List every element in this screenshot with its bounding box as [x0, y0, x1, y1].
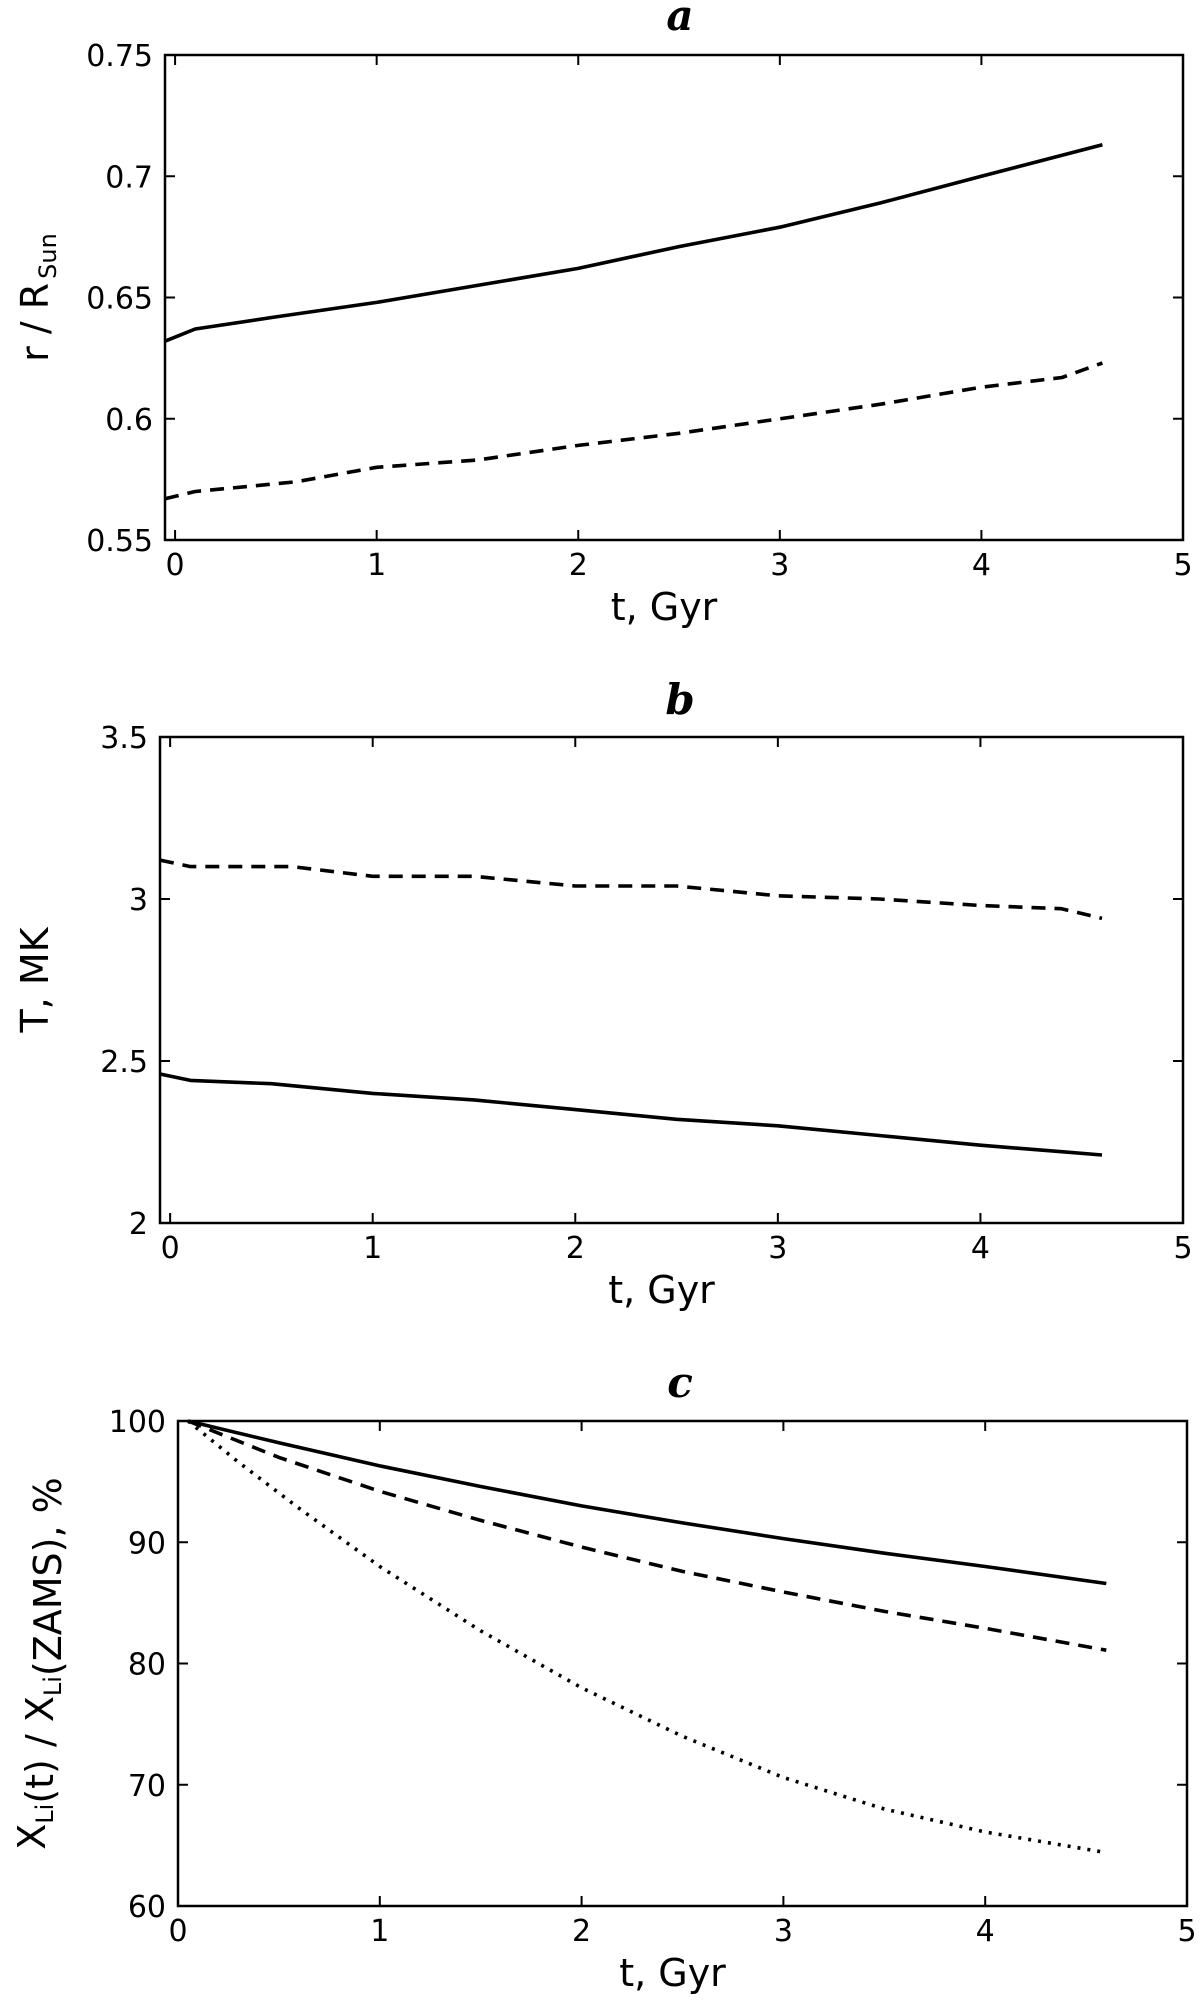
- y-tick-label: 0.55: [86, 524, 153, 559]
- x-tick-label: 1: [367, 548, 386, 583]
- x-tick-label: 0: [168, 1914, 187, 1949]
- y-tick-label: 90: [128, 1526, 166, 1561]
- panel-c: c 0 1 2 3 4 5 60 70 80 90 100 t, Gyr XLi(t) / XLi(ZAM…: [10, 1358, 1197, 1995]
- series-dotted-line: [186, 1419, 1107, 1855]
- series-dashed-line: [164, 361, 1104, 501]
- y-tick-label: 3.5: [100, 721, 148, 756]
- x-tick-label: 0: [161, 1231, 180, 1266]
- x-tick-label: 4: [971, 1231, 990, 1266]
- x-tick-label: 4: [972, 548, 991, 583]
- y-tick-label: 70: [128, 1769, 166, 1804]
- x-tick-label: 2: [569, 548, 588, 583]
- x-tick-label: 5: [1173, 1231, 1192, 1266]
- plot-frame: [176, 1419, 1189, 1908]
- y-tick-label: 0.6: [105, 403, 153, 438]
- y-tick-label: 2.5: [100, 1045, 148, 1080]
- panel-title: a: [666, 0, 693, 40]
- x-tick-label: 3: [774, 1914, 793, 1949]
- x-tick-label: 3: [770, 548, 789, 583]
- y-tick-label: 0.7: [105, 160, 153, 195]
- panel-title: c: [667, 1358, 693, 1407]
- x-tick-label: 5: [1173, 548, 1192, 583]
- y-tick-label: 2: [129, 1207, 148, 1242]
- x-tick-label: 4: [976, 1914, 995, 1949]
- plot-frame: [163, 53, 1185, 542]
- x-axis-label: t, Gyr: [611, 585, 718, 629]
- y-tick-label: 100: [109, 1405, 166, 1440]
- x-tick-label: 2: [572, 1914, 591, 1949]
- y-tick-label: 0.65: [86, 282, 153, 317]
- series-dashed-line: [159, 858, 1103, 921]
- y-axis-label: T, MK: [13, 926, 57, 1033]
- x-axis-label: t, Gyr: [608, 1268, 715, 1312]
- plot-frame: [158, 735, 1185, 1225]
- series-solid-line: [187, 1419, 1107, 1586]
- x-tick-label: 1: [363, 1231, 382, 1266]
- panel-b: b 0 1 2 3 4 5 2 2.5 3 3.5 t, Gyr T, MK: [13, 675, 1193, 1312]
- x-tick-label: 2: [566, 1231, 585, 1266]
- y-axis-label: XLi(t) / XLi(ZAMS), %: [10, 1477, 70, 1850]
- x-tick-label: 3: [768, 1231, 787, 1266]
- x-axis-label: t, Gyr: [619, 1951, 726, 1995]
- y-axis-label: r / RSun: [13, 233, 62, 362]
- y-tick-label: 0.75: [86, 39, 153, 74]
- series-dashed-line: [187, 1419, 1107, 1652]
- y-tick-label: 3: [129, 883, 148, 918]
- y-tick-label: 80: [128, 1648, 166, 1683]
- x-tick-label: 0: [166, 548, 185, 583]
- panel-title: b: [665, 675, 694, 724]
- series-solid-line: [164, 142, 1103, 343]
- series-solid-line: [159, 1072, 1103, 1157]
- panel-a: a 0 1 2 3 4 5 0.55 0.6 0.65 0.7 0.75 t, Gyr r / RSun: [13, 0, 1193, 629]
- x-tick-label: 1: [370, 1914, 389, 1949]
- x-tick-label: 5: [1177, 1914, 1196, 1949]
- y-tick-label: 60: [128, 1890, 166, 1925]
